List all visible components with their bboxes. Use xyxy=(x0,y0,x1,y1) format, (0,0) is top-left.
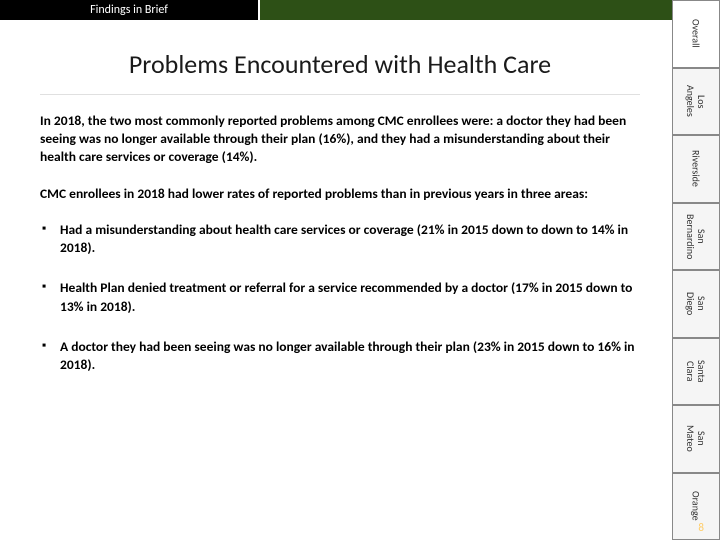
bullet-text: Had a misunderstanding about health care… xyxy=(60,221,640,257)
bullet-item: ▪ A doctor they had been seeing was no l… xyxy=(40,338,640,374)
bullet-text: A doctor they had been seeing was no lon… xyxy=(60,338,640,374)
side-tab-riverside[interactable]: Riverside xyxy=(672,135,720,203)
side-tab-san-mateo[interactable]: San Mateo xyxy=(672,405,720,473)
bullet-text: Health Plan denied treatment or referral… xyxy=(60,279,640,315)
title-divider xyxy=(40,94,640,95)
side-tab-los-angeles[interactable]: Los Angeles xyxy=(672,68,720,136)
side-tab-orange[interactable]: Orange xyxy=(672,473,720,540)
side-tab-label: Orange xyxy=(691,491,702,521)
side-tab-label: San Bernardino xyxy=(685,214,707,259)
bullet-mark-icon: ▪ xyxy=(40,279,60,315)
side-tab-strip: Overall Los Angeles Riverside San Bernar… xyxy=(672,0,720,540)
page-number: 8 xyxy=(698,521,704,534)
side-tab-santa-clara[interactable]: Santa Clara xyxy=(672,338,720,406)
bullet-item: ▪ Health Plan denied treatment or referr… xyxy=(40,279,640,315)
bullet-item: ▪ Had a misunderstanding about health ca… xyxy=(40,221,640,257)
paragraph: In 2018, the two most commonly reported … xyxy=(40,112,640,167)
side-tab-label: San Mateo xyxy=(685,425,707,452)
side-tab-label: Riverside xyxy=(691,150,702,187)
page-title: Problems Encountered with Health Care xyxy=(40,48,640,80)
side-tab-san-diego[interactable]: San Diego xyxy=(672,270,720,338)
side-tab-label: San Diego xyxy=(685,292,707,315)
bullet-mark-icon: ▪ xyxy=(40,221,60,257)
body-content: In 2018, the two most commonly reported … xyxy=(40,112,640,396)
side-tab-overall[interactable]: Overall xyxy=(672,0,720,68)
bullet-mark-icon: ▪ xyxy=(40,338,60,374)
side-tab-label: Overall xyxy=(691,19,702,48)
side-tab-label: Los Angeles xyxy=(685,85,707,117)
section-tab: Findings in Brief xyxy=(0,0,260,20)
side-tab-label: Santa Clara xyxy=(685,360,707,383)
side-tab-san-bernardino[interactable]: San Bernardino xyxy=(672,203,720,271)
paragraph: CMC enrollees in 2018 had lower rates of… xyxy=(40,185,640,203)
